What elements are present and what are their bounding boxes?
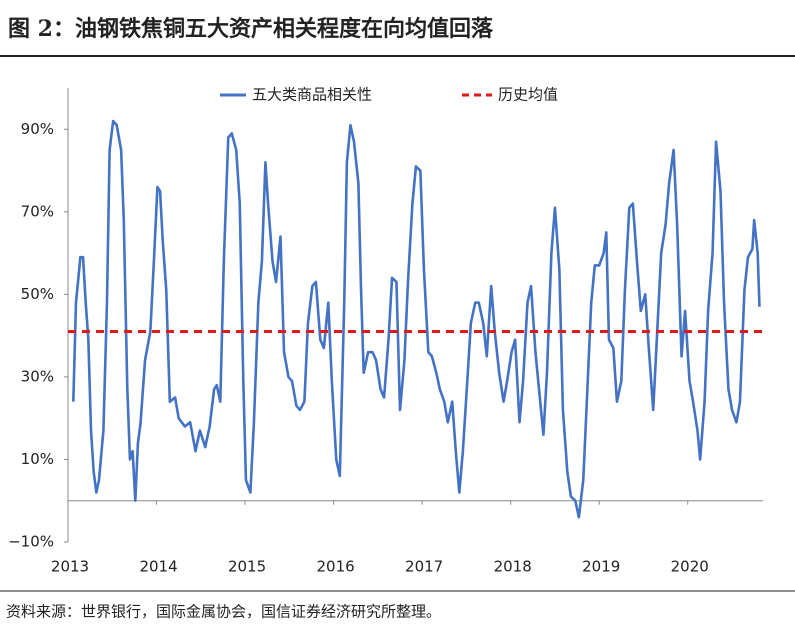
legend-label: 历史均值: [498, 86, 558, 104]
y-tick-label: 30%: [21, 367, 54, 385]
x-tick-label: 2017: [405, 558, 443, 576]
y-tick-label: 50%: [21, 285, 54, 303]
y-tick-label: 70%: [21, 202, 54, 220]
x-tick-label: 2018: [494, 558, 532, 576]
x-tick-label: 2014: [139, 558, 177, 576]
y-tick-label: −10%: [8, 533, 54, 551]
x-tick-label: 2019: [582, 558, 620, 576]
series-line: [72, 119, 761, 519]
y-tick-label: 90%: [21, 120, 54, 138]
chart-title: 图 2：油钢铁焦铜五大资产相关程度在向均值回落: [8, 16, 494, 42]
legend-label: 五大类商品相关性: [252, 86, 372, 104]
y-tick-label: 10%: [21, 450, 54, 468]
x-tick-label: 2013: [51, 558, 89, 576]
x-tick-label: 2015: [228, 558, 266, 576]
x-tick-label: 2016: [317, 558, 355, 576]
source: 资料来源：世界银行，国际金属协会，国信证券经济研究所整理。: [6, 603, 441, 621]
x-tick-label: 2020: [671, 558, 709, 576]
